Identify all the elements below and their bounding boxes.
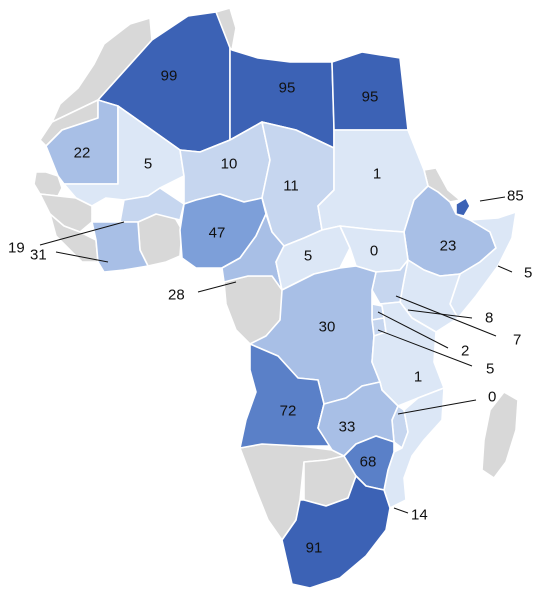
country-layer <box>45 11 517 589</box>
label-niger: 10 <box>221 156 238 173</box>
label-ethiopia: 23 <box>440 238 457 255</box>
leader-rwanda <box>377 311 449 349</box>
label-zambia: 33 <box>339 419 356 436</box>
leader-burundi <box>377 329 473 367</box>
label-malawi: 0 <box>488 389 496 406</box>
label-angola: 72 <box>280 403 297 420</box>
leader-mozambique <box>393 507 409 514</box>
value-labels: 99 95 95 22 5 10 11 1 23 47 5 0 30 1 72 … <box>74 68 457 557</box>
label-rwanda: 2 <box>461 343 469 360</box>
label-kenya: 8 <box>485 310 493 327</box>
label-djibouti: 85 <box>507 188 524 205</box>
leader-lines <box>39 196 513 514</box>
label-burundi: 5 <box>486 361 494 378</box>
leader-somalia <box>497 265 513 273</box>
label-algeria: 99 <box>161 68 178 85</box>
label-burkina-faso: 19 <box>8 240 25 257</box>
label-zimbabwe: 68 <box>360 454 377 471</box>
label-mali: 5 <box>144 156 152 173</box>
madagascar-region <box>481 391 519 479</box>
region-angola[interactable] <box>239 343 331 449</box>
label-somalia: 5 <box>524 265 532 282</box>
region-egypt[interactable] <box>331 51 409 131</box>
leader-cameroon <box>197 281 237 293</box>
region-cote-divoire[interactable] <box>91 221 149 273</box>
region-zambia[interactable] <box>317 381 399 457</box>
region-south-africa[interactable] <box>281 475 391 589</box>
external-labels: 85 5 19 31 28 8 7 2 5 0 14 <box>8 188 532 524</box>
leader-djibouti <box>479 196 506 202</box>
label-south-africa: 91 <box>306 540 323 557</box>
leader-malawi <box>397 399 477 415</box>
senegal-gambia-region <box>33 171 63 197</box>
label-cameroon: 28 <box>168 287 185 304</box>
label-car: 5 <box>304 248 312 265</box>
leader-cote-divoire <box>55 251 109 263</box>
label-cote-divoire: 31 <box>30 247 47 264</box>
label-mozambique: 14 <box>411 507 428 524</box>
label-tanzania: 1 <box>414 369 422 386</box>
label-libya: 95 <box>279 80 296 97</box>
region-cameroon[interactable] <box>221 213 285 291</box>
leader-uganda <box>395 295 497 337</box>
label-uganda: 7 <box>513 332 521 349</box>
leader-burkina-faso <box>39 221 125 246</box>
label-egypt: 95 <box>362 89 379 106</box>
label-drc: 30 <box>319 319 336 336</box>
label-chad: 11 <box>283 178 299 195</box>
region-car[interactable] <box>275 225 351 291</box>
label-sudan: 1 <box>373 166 381 183</box>
label-mauritania: 22 <box>74 145 91 162</box>
label-south-sudan: 0 <box>370 243 378 260</box>
region-uganda[interactable] <box>371 259 409 305</box>
label-nigeria: 47 <box>209 225 226 242</box>
